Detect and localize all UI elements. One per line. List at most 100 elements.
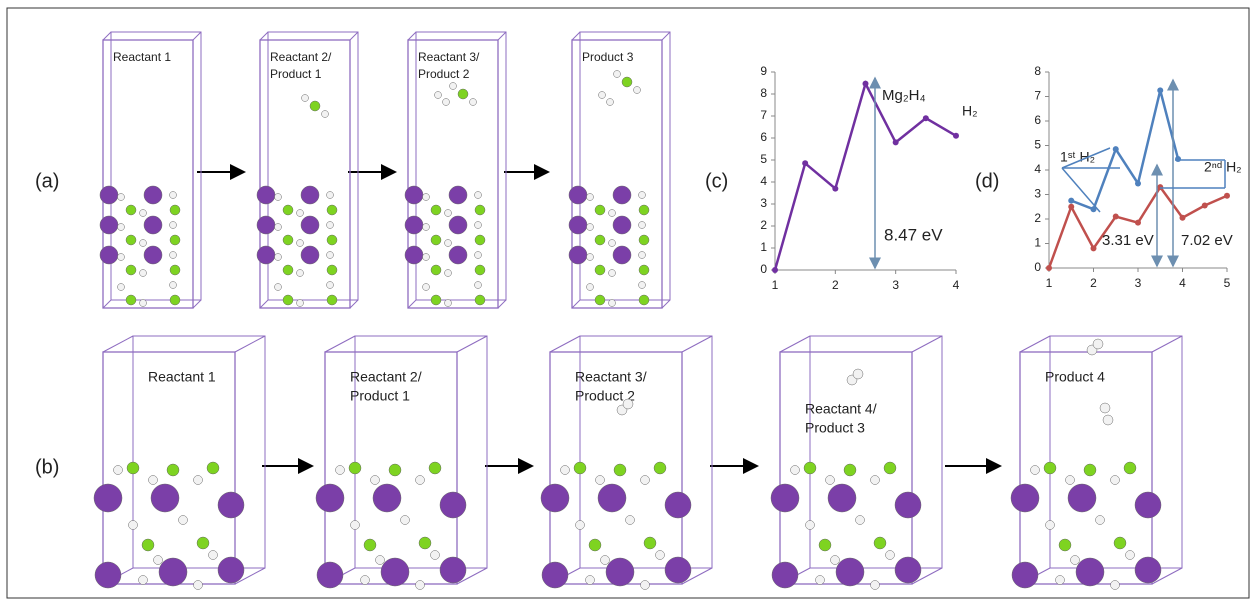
atom — [100, 186, 118, 204]
atom — [1111, 476, 1120, 485]
atom — [283, 295, 293, 305]
y-tick-label: 7 — [760, 108, 767, 122]
cell-edge — [572, 32, 580, 40]
atom — [449, 246, 467, 264]
panel-label: (c) — [705, 170, 728, 192]
atom — [336, 466, 345, 475]
atom — [819, 539, 831, 551]
atom — [1126, 551, 1135, 560]
cell-edge — [572, 300, 580, 308]
annotation: 2ⁿᵈ H₂ — [1204, 159, 1242, 175]
structure-label: Product 2 — [418, 67, 470, 81]
cell-edge — [1020, 336, 1050, 352]
x-tick-label: 1 — [1046, 276, 1053, 290]
cell-edge — [1152, 336, 1182, 352]
y-tick-label: 3 — [1034, 187, 1041, 201]
atom — [587, 284, 594, 291]
structure-label: Reactant 1 — [148, 369, 216, 385]
atom — [327, 295, 337, 305]
atom — [126, 235, 136, 245]
atom — [100, 216, 118, 234]
atom — [431, 551, 440, 560]
atom — [1046, 521, 1055, 530]
atom — [445, 240, 452, 247]
atom — [297, 270, 304, 277]
atom — [297, 300, 304, 307]
cell-edge — [550, 336, 580, 352]
atom — [613, 216, 631, 234]
atom — [1100, 403, 1110, 413]
cell-edge — [103, 32, 111, 40]
cell-edge — [325, 336, 355, 352]
cell-edge — [260, 32, 268, 40]
atom — [828, 484, 856, 512]
atom — [129, 521, 138, 530]
annotation: 3.31 eV — [1102, 232, 1154, 249]
atom — [170, 235, 180, 245]
atom — [561, 466, 570, 475]
data-point — [832, 186, 838, 192]
cell-edge — [260, 300, 268, 308]
y-tick-label: 2 — [1034, 211, 1041, 225]
atom — [1071, 556, 1080, 565]
atom — [371, 476, 380, 485]
y-tick-label: 1 — [760, 240, 767, 254]
x-tick-label: 4 — [953, 278, 960, 292]
atom — [416, 476, 425, 485]
atom — [429, 462, 441, 474]
atom — [275, 284, 282, 291]
data-point — [1113, 214, 1119, 220]
atom — [886, 551, 895, 560]
annotation: H₂ — [962, 103, 978, 119]
atom — [440, 492, 466, 518]
atom — [94, 484, 122, 512]
atom — [144, 186, 162, 204]
atom — [140, 240, 147, 247]
atom — [154, 556, 163, 565]
atom — [301, 216, 319, 234]
structure-label: Reactant 1 — [113, 50, 171, 64]
atom — [475, 222, 482, 229]
cell-edge — [350, 300, 358, 308]
atom — [1135, 557, 1161, 583]
atom — [614, 464, 626, 476]
atom — [1011, 484, 1039, 512]
y-tick-label: 0 — [760, 262, 767, 276]
atom — [405, 246, 423, 264]
atom — [405, 216, 423, 234]
atom — [419, 537, 431, 549]
atom — [127, 462, 139, 474]
atom — [475, 235, 485, 245]
atom — [194, 476, 203, 485]
atom — [126, 295, 136, 305]
cell-edge — [103, 300, 111, 308]
atom — [1044, 462, 1056, 474]
atom — [1135, 492, 1161, 518]
data-point — [802, 160, 808, 166]
x-tick-label: 3 — [892, 278, 899, 292]
data-point — [1113, 146, 1119, 152]
atom — [140, 210, 147, 217]
atom — [349, 462, 361, 474]
y-tick-label: 0 — [1034, 260, 1041, 274]
figure: (a) (b) Reactant 1Reactant 2/Product 1Re… — [0, 0, 1257, 602]
atom — [639, 192, 646, 199]
structure-label: Product 3 — [582, 50, 634, 64]
atom — [209, 551, 218, 560]
atom — [587, 254, 594, 261]
y-tick-label: 6 — [760, 130, 767, 144]
atom — [641, 581, 650, 590]
atom — [475, 295, 485, 305]
atom — [431, 205, 441, 215]
x-tick-label: 2 — [832, 278, 839, 292]
atom — [114, 466, 123, 475]
atom — [1111, 581, 1120, 590]
atom — [275, 224, 282, 231]
y-tick-label: 8 — [1034, 64, 1041, 78]
atom — [351, 521, 360, 530]
y-tick-label: 5 — [760, 152, 767, 166]
atom — [144, 246, 162, 264]
data-point — [1157, 184, 1163, 190]
cell-edge — [350, 32, 358, 40]
atom — [613, 186, 631, 204]
